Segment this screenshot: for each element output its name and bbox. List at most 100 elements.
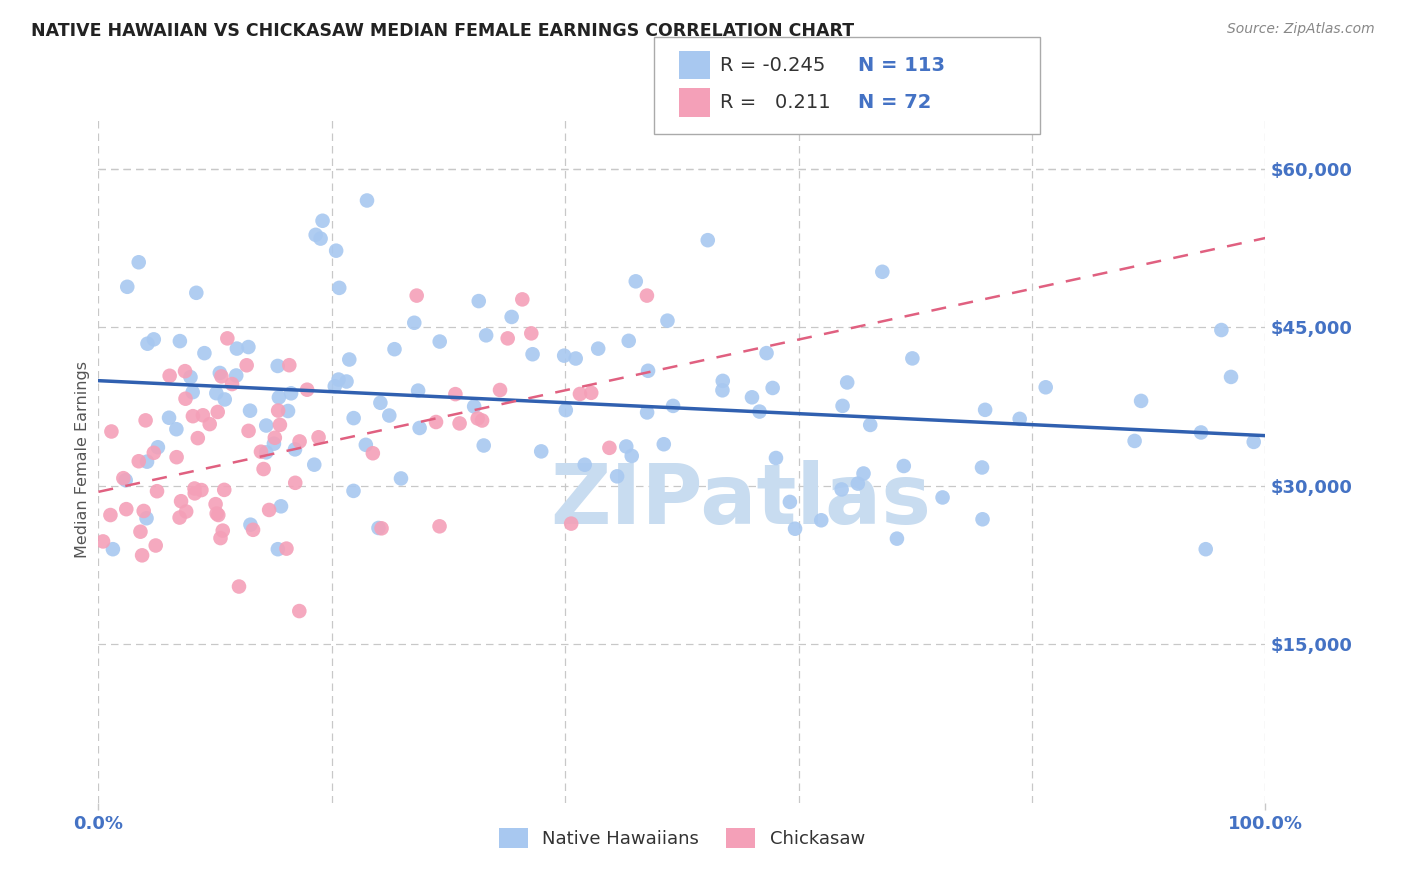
- Point: [257, 503, 280, 517]
- Point: [277, 404, 299, 418]
- Point: [208, 366, 231, 380]
- Text: Source: ZipAtlas.com: Source: ZipAtlas.com: [1227, 22, 1375, 37]
- Point: [425, 415, 447, 429]
- Point: [463, 400, 485, 414]
- Point: [276, 541, 298, 556]
- Point: [337, 352, 360, 367]
- Point: [250, 444, 273, 458]
- Point: [128, 255, 150, 269]
- Point: [136, 336, 159, 351]
- Point: [931, 491, 953, 505]
- Point: [254, 418, 277, 433]
- Point: [886, 532, 908, 546]
- Point: [489, 383, 512, 397]
- Point: [810, 513, 832, 527]
- Point: [367, 521, 389, 535]
- Text: N = 72: N = 72: [858, 93, 931, 112]
- Point: [135, 413, 157, 427]
- Point: [472, 438, 495, 452]
- Point: [157, 410, 180, 425]
- Point: [288, 434, 311, 449]
- Point: [225, 368, 247, 383]
- Point: [238, 340, 260, 354]
- Y-axis label: Median Female Earnings: Median Female Earnings: [75, 361, 90, 558]
- Point: [117, 280, 139, 294]
- Point: [662, 399, 685, 413]
- Point: [211, 524, 233, 538]
- Point: [91, 534, 114, 549]
- Point: [263, 436, 285, 450]
- Point: [205, 507, 228, 521]
- Point: [657, 313, 679, 327]
- Point: [568, 387, 591, 401]
- Point: [586, 342, 609, 356]
- Point: [343, 411, 366, 425]
- Point: [174, 364, 197, 378]
- Point: [581, 385, 603, 400]
- Point: [295, 383, 318, 397]
- Point: [652, 437, 675, 451]
- Point: [225, 342, 247, 356]
- Point: [191, 409, 214, 423]
- Point: [467, 411, 489, 425]
- Point: [183, 482, 205, 496]
- Point: [142, 332, 165, 346]
- Point: [284, 475, 307, 490]
- Point: [166, 450, 188, 465]
- Point: [1195, 542, 1218, 557]
- Point: [741, 390, 763, 404]
- Point: [711, 374, 734, 388]
- Point: [765, 450, 787, 465]
- Point: [328, 281, 350, 295]
- Point: [235, 359, 257, 373]
- Point: [179, 370, 201, 384]
- Point: [617, 334, 640, 348]
- Point: [831, 483, 853, 497]
- Point: [174, 504, 197, 518]
- Point: [335, 375, 357, 389]
- Text: NATIVE HAWAIIAN VS CHICKASAW MEDIAN FEMALE EARNINGS CORRELATION CHART: NATIVE HAWAIIAN VS CHICKASAW MEDIAN FEMA…: [31, 22, 853, 40]
- Point: [859, 417, 882, 432]
- Text: R = -0.245: R = -0.245: [720, 55, 825, 75]
- Point: [183, 486, 205, 500]
- Point: [267, 359, 290, 373]
- Point: [270, 500, 292, 514]
- Point: [748, 404, 770, 418]
- Point: [356, 194, 378, 208]
- Point: [311, 213, 333, 227]
- Point: [142, 446, 165, 460]
- Point: [100, 425, 122, 439]
- Point: [221, 377, 243, 392]
- Point: [636, 288, 658, 302]
- Point: [214, 392, 236, 407]
- Point: [614, 440, 637, 454]
- Point: [205, 386, 228, 401]
- Point: [354, 438, 377, 452]
- Point: [384, 342, 406, 356]
- Point: [1243, 434, 1265, 449]
- Point: [1035, 380, 1057, 394]
- Point: [114, 473, 136, 487]
- Point: [598, 441, 620, 455]
- Point: [136, 455, 159, 469]
- Point: [169, 334, 191, 348]
- Point: [378, 409, 401, 423]
- Point: [449, 417, 471, 431]
- Point: [129, 524, 152, 539]
- Point: [406, 384, 429, 398]
- Point: [389, 471, 412, 485]
- Point: [145, 539, 167, 553]
- Point: [187, 431, 209, 445]
- Point: [852, 467, 875, 481]
- Point: [131, 549, 153, 563]
- Point: [1130, 393, 1153, 408]
- Point: [308, 430, 330, 444]
- Point: [471, 413, 494, 427]
- Point: [1220, 370, 1243, 384]
- Point: [444, 387, 467, 401]
- Point: [468, 294, 491, 309]
- Point: [530, 444, 553, 458]
- Point: [711, 384, 734, 398]
- Text: N = 113: N = 113: [858, 55, 945, 75]
- Point: [242, 523, 264, 537]
